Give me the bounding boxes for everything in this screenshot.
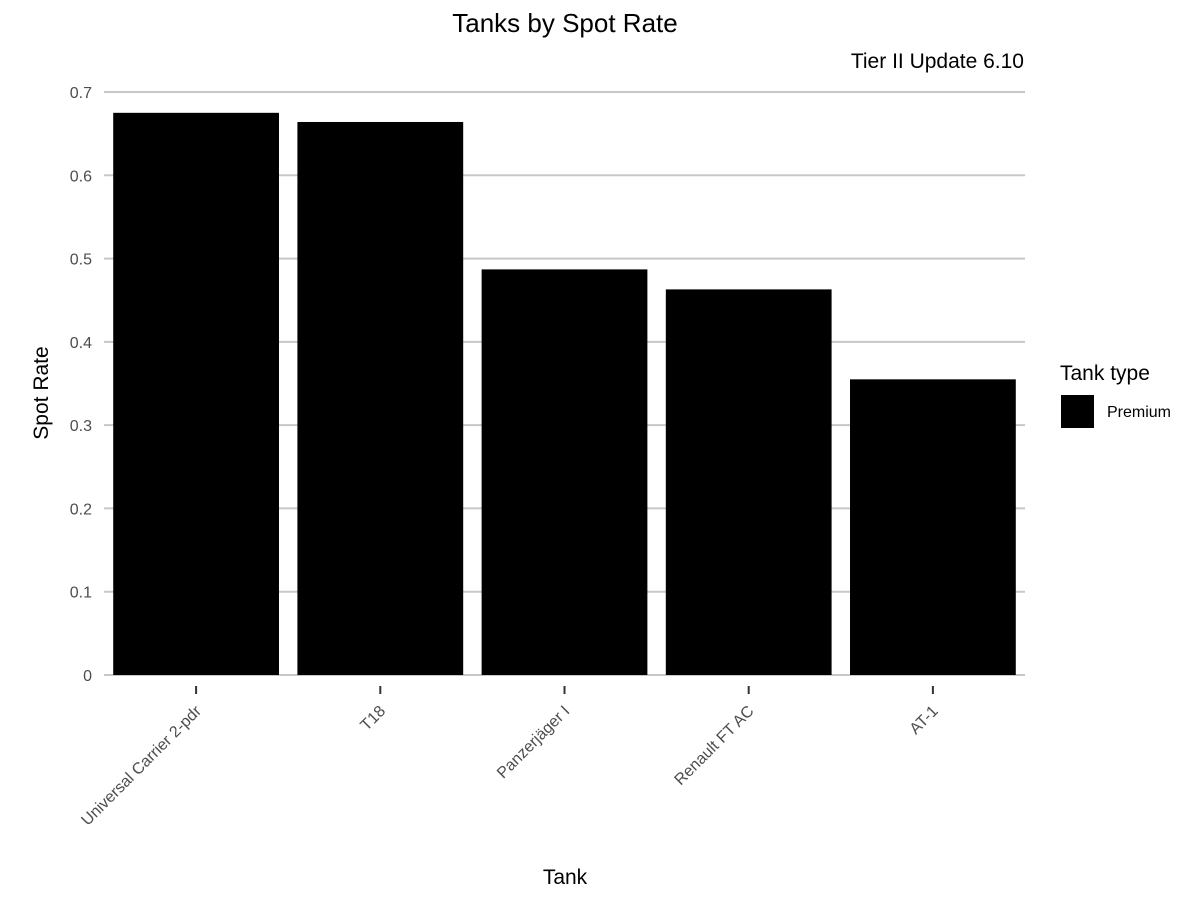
y-tick-label-0: 0 (83, 668, 92, 685)
y-tick-label-3: 0.3 (70, 418, 92, 435)
y-tick-label-1: 0.1 (70, 585, 92, 602)
y-tick-label-7: 0.7 (70, 85, 92, 102)
bar-3 (665, 289, 832, 675)
y-tick-label-6: 0.6 (70, 168, 92, 185)
x-tick-label-2: Panzerjäger I (494, 703, 573, 782)
bar-4 (850, 379, 1016, 675)
legend-swatch-premium (1061, 395, 1094, 428)
chart-subtitle: Tier II Update 6.10 (851, 50, 1024, 73)
y-axis-title: Spot Rate (30, 346, 53, 439)
y-tick-label-4: 0.4 (70, 335, 92, 352)
bar-0 (113, 112, 279, 676)
y-tick-label-2: 0.2 (70, 501, 92, 518)
y-tick-label-5: 0.5 (70, 252, 92, 269)
x-tick-label-1: T18 (358, 703, 390, 735)
y-axis: 0 0.1 0.2 0.3 0.4 0.5 0.6 0.7 (70, 85, 92, 685)
bar-2 (481, 269, 648, 675)
x-tick-label-0: Universal Carrier 2-pdr (78, 702, 205, 829)
bar-1 (297, 121, 464, 676)
legend-label-premium: Premium (1107, 404, 1171, 421)
x-tick-label-3: Renault FT AC (672, 703, 758, 789)
legend: Tank type Premium (1060, 362, 1171, 428)
x-axis-title: Tank (543, 866, 588, 889)
x-axis: Universal Carrier 2-pdr T18 Panzerjäger I R… (78, 686, 942, 829)
legend-title: Tank type (1060, 362, 1150, 385)
x-tick-label-4: AT-1 (907, 703, 942, 738)
chart-title: Tanks by Spot Rate (452, 8, 677, 38)
bars (113, 112, 1016, 676)
